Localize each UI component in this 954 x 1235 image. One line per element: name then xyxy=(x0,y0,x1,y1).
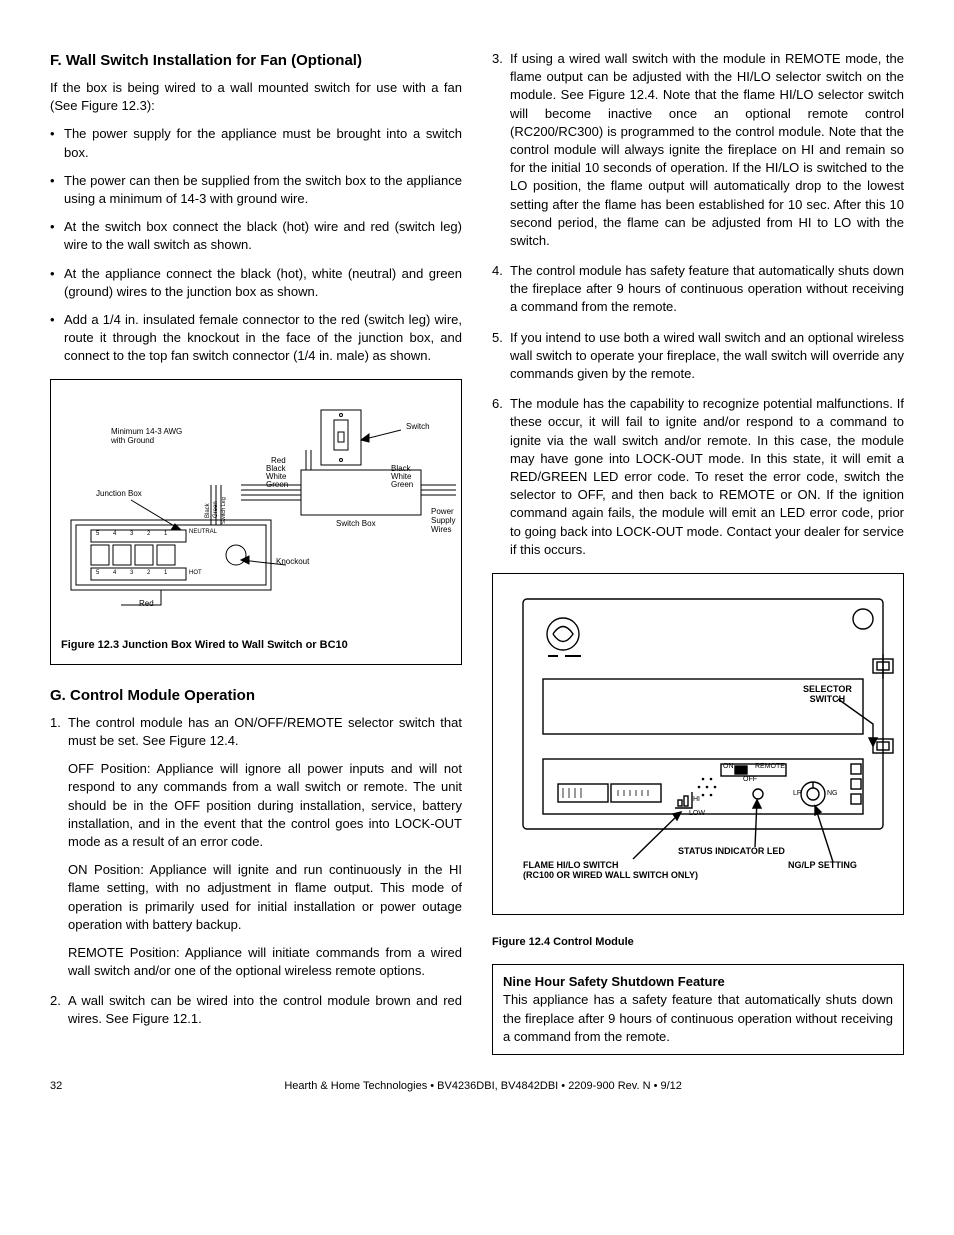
label-green2: Green xyxy=(391,481,413,490)
label-min-awg: Minimum 14-3 AWG with Ground xyxy=(111,428,182,446)
wiring-diagram: Minimum 14-3 AWG with Ground Junction Bo… xyxy=(61,390,451,630)
bullet: At the appliance connect the black (hot)… xyxy=(64,265,462,301)
label-knockout: Knockout xyxy=(276,558,309,567)
right-column: If using a wired wall switch with the mo… xyxy=(492,50,904,1055)
label-selector-switch: SELECTOR SWITCH xyxy=(803,684,852,705)
list-item-sub: REMOTE Position: Appliance will initiate… xyxy=(68,944,462,980)
figure-12-3-caption: Figure 12.3 Junction Box Wired to Wall S… xyxy=(61,638,451,653)
label-ng: NG xyxy=(827,790,838,798)
list-item: The control module has an ON/OFF/REMOTE … xyxy=(68,714,462,980)
section-g-heading: G. Control Module Operation xyxy=(50,685,462,706)
list-item: The module has the capability to recogni… xyxy=(510,395,904,559)
right-list: If using a wired wall switch with the mo… xyxy=(492,50,904,559)
list-item: A wall switch can be wired into the cont… xyxy=(68,992,462,1028)
list-item: If you intend to use both a wired wall s… xyxy=(510,329,904,384)
list-item-sub: OFF Position: Appliance will ignore all … xyxy=(68,760,462,851)
label-flame-switch: FLAME HI/LO SWITCH (RC100 OR WIRED WALL … xyxy=(523,860,698,881)
figure-12-3: Minimum 14-3 AWG with Ground Junction Bo… xyxy=(50,379,462,664)
note-body: This appliance has a safety feature that… xyxy=(503,992,893,1043)
list-item-sub: ON Position: Appliance will ignite and r… xyxy=(68,861,462,934)
label-switchleg: Switch Leg xyxy=(221,498,227,525)
label-neutral: NEUTRAL xyxy=(189,529,217,536)
label-nums-top: 5 4 3 2 1 xyxy=(96,531,173,538)
label-on: ON xyxy=(723,763,734,771)
list-item: The control module has safety feature th… xyxy=(510,262,904,317)
list-item-main: The control module has an ON/OFF/REMOTE … xyxy=(68,715,462,748)
section-f-bullets: The power supply for the appliance must … xyxy=(50,125,462,365)
list-item: If using a wired wall switch with the mo… xyxy=(510,50,904,250)
label-low: LOW xyxy=(689,810,705,818)
list-item-main: A wall switch can be wired into the cont… xyxy=(68,993,462,1026)
bullet: The power supply for the appliance must … xyxy=(64,125,462,161)
safety-note-box: Nine Hour Safety Shutdown Feature This a… xyxy=(492,964,904,1055)
footer-text: Hearth & Home Technologies • BV4236DBI, … xyxy=(284,1079,682,1094)
control-module-diagram: SELECTOR SWITCH ON REMOTE OFF LP NG HI L… xyxy=(503,584,893,904)
label-off: OFF xyxy=(743,776,757,784)
section-f-heading: F. Wall Switch Installation for Fan (Opt… xyxy=(50,50,462,71)
bullet: The power can then be supplied from the … xyxy=(64,172,462,208)
figure-12-4-caption: Figure 12.4 Control Module xyxy=(492,935,904,950)
label-blackv: Black xyxy=(205,504,212,519)
label-junction-box: Junction Box xyxy=(96,490,142,499)
bullet: At the switch box connect the black (hot… xyxy=(64,218,462,254)
label-nglp: NG/LP SETTING xyxy=(788,860,857,870)
bullet: Add a 1/4 in. insulated female connector… xyxy=(64,311,462,366)
page-footer: 32 Hearth & Home Technologies • BV4236DB… xyxy=(50,1079,904,1094)
figure-12-4: SELECTOR SWITCH ON REMOTE OFF LP NG HI L… xyxy=(492,573,904,915)
label-nums-bot: 5 4 3 2 1 xyxy=(96,570,173,577)
label-hot: HOT xyxy=(189,570,202,577)
note-title: Nine Hour Safety Shutdown Feature xyxy=(503,974,725,989)
left-column: F. Wall Switch Installation for Fan (Opt… xyxy=(50,50,462,1055)
label-greenv: Green xyxy=(213,502,220,519)
section-g-list: The control module has an ON/OFF/REMOTE … xyxy=(50,714,462,1029)
label-switch: Switch xyxy=(406,423,430,432)
label-red-bottom: Red xyxy=(139,600,154,609)
page-number: 32 xyxy=(50,1079,62,1094)
label-switch-box: Switch Box xyxy=(336,520,376,529)
label-lp: LP xyxy=(793,790,802,798)
label-power-supply: Power Supply Wires xyxy=(431,508,455,534)
label-green: Green xyxy=(266,481,288,490)
label-status-led: STATUS INDICATOR LED xyxy=(678,846,785,856)
label-hi: HI xyxy=(693,796,700,804)
label-remote: REMOTE xyxy=(755,763,785,771)
section-f-intro: If the box is being wired to a wall moun… xyxy=(50,79,462,115)
